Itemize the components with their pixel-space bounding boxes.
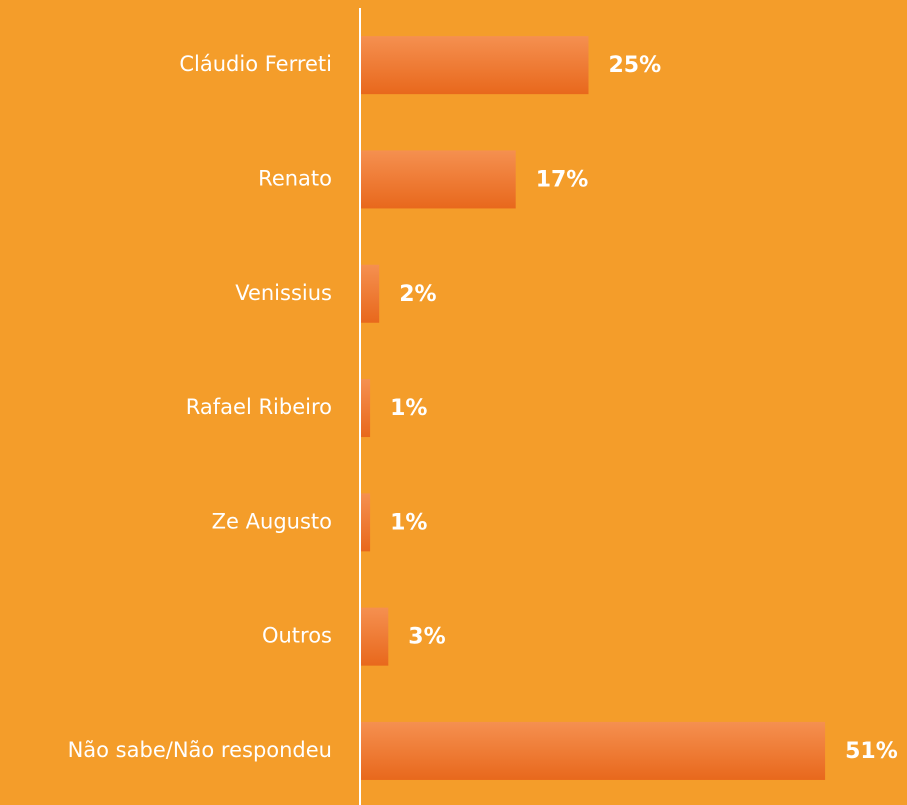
value-label: 1% — [390, 396, 427, 421]
bar — [361, 493, 371, 552]
bar — [361, 379, 371, 438]
category-label: Rafael Ribeiro — [186, 395, 332, 419]
bar — [361, 150, 516, 209]
category-label: Venissius — [235, 281, 332, 305]
bar — [361, 264, 380, 323]
value-label: 1% — [390, 510, 427, 535]
category-label: Outros — [262, 624, 332, 648]
category-label: Renato — [258, 166, 332, 190]
bar — [361, 36, 589, 95]
category-label: Não sabe/Não respondeu — [68, 738, 332, 762]
bar — [361, 607, 389, 666]
value-label: 17% — [536, 167, 589, 192]
value-label: 2% — [399, 282, 436, 307]
value-label: 51% — [845, 739, 898, 764]
bar — [361, 721, 826, 780]
value-label: 25% — [609, 53, 662, 78]
category-label: Ze Augusto — [212, 509, 332, 533]
category-label: Cláudio Ferreti — [179, 52, 332, 76]
value-label: 3% — [408, 625, 445, 650]
